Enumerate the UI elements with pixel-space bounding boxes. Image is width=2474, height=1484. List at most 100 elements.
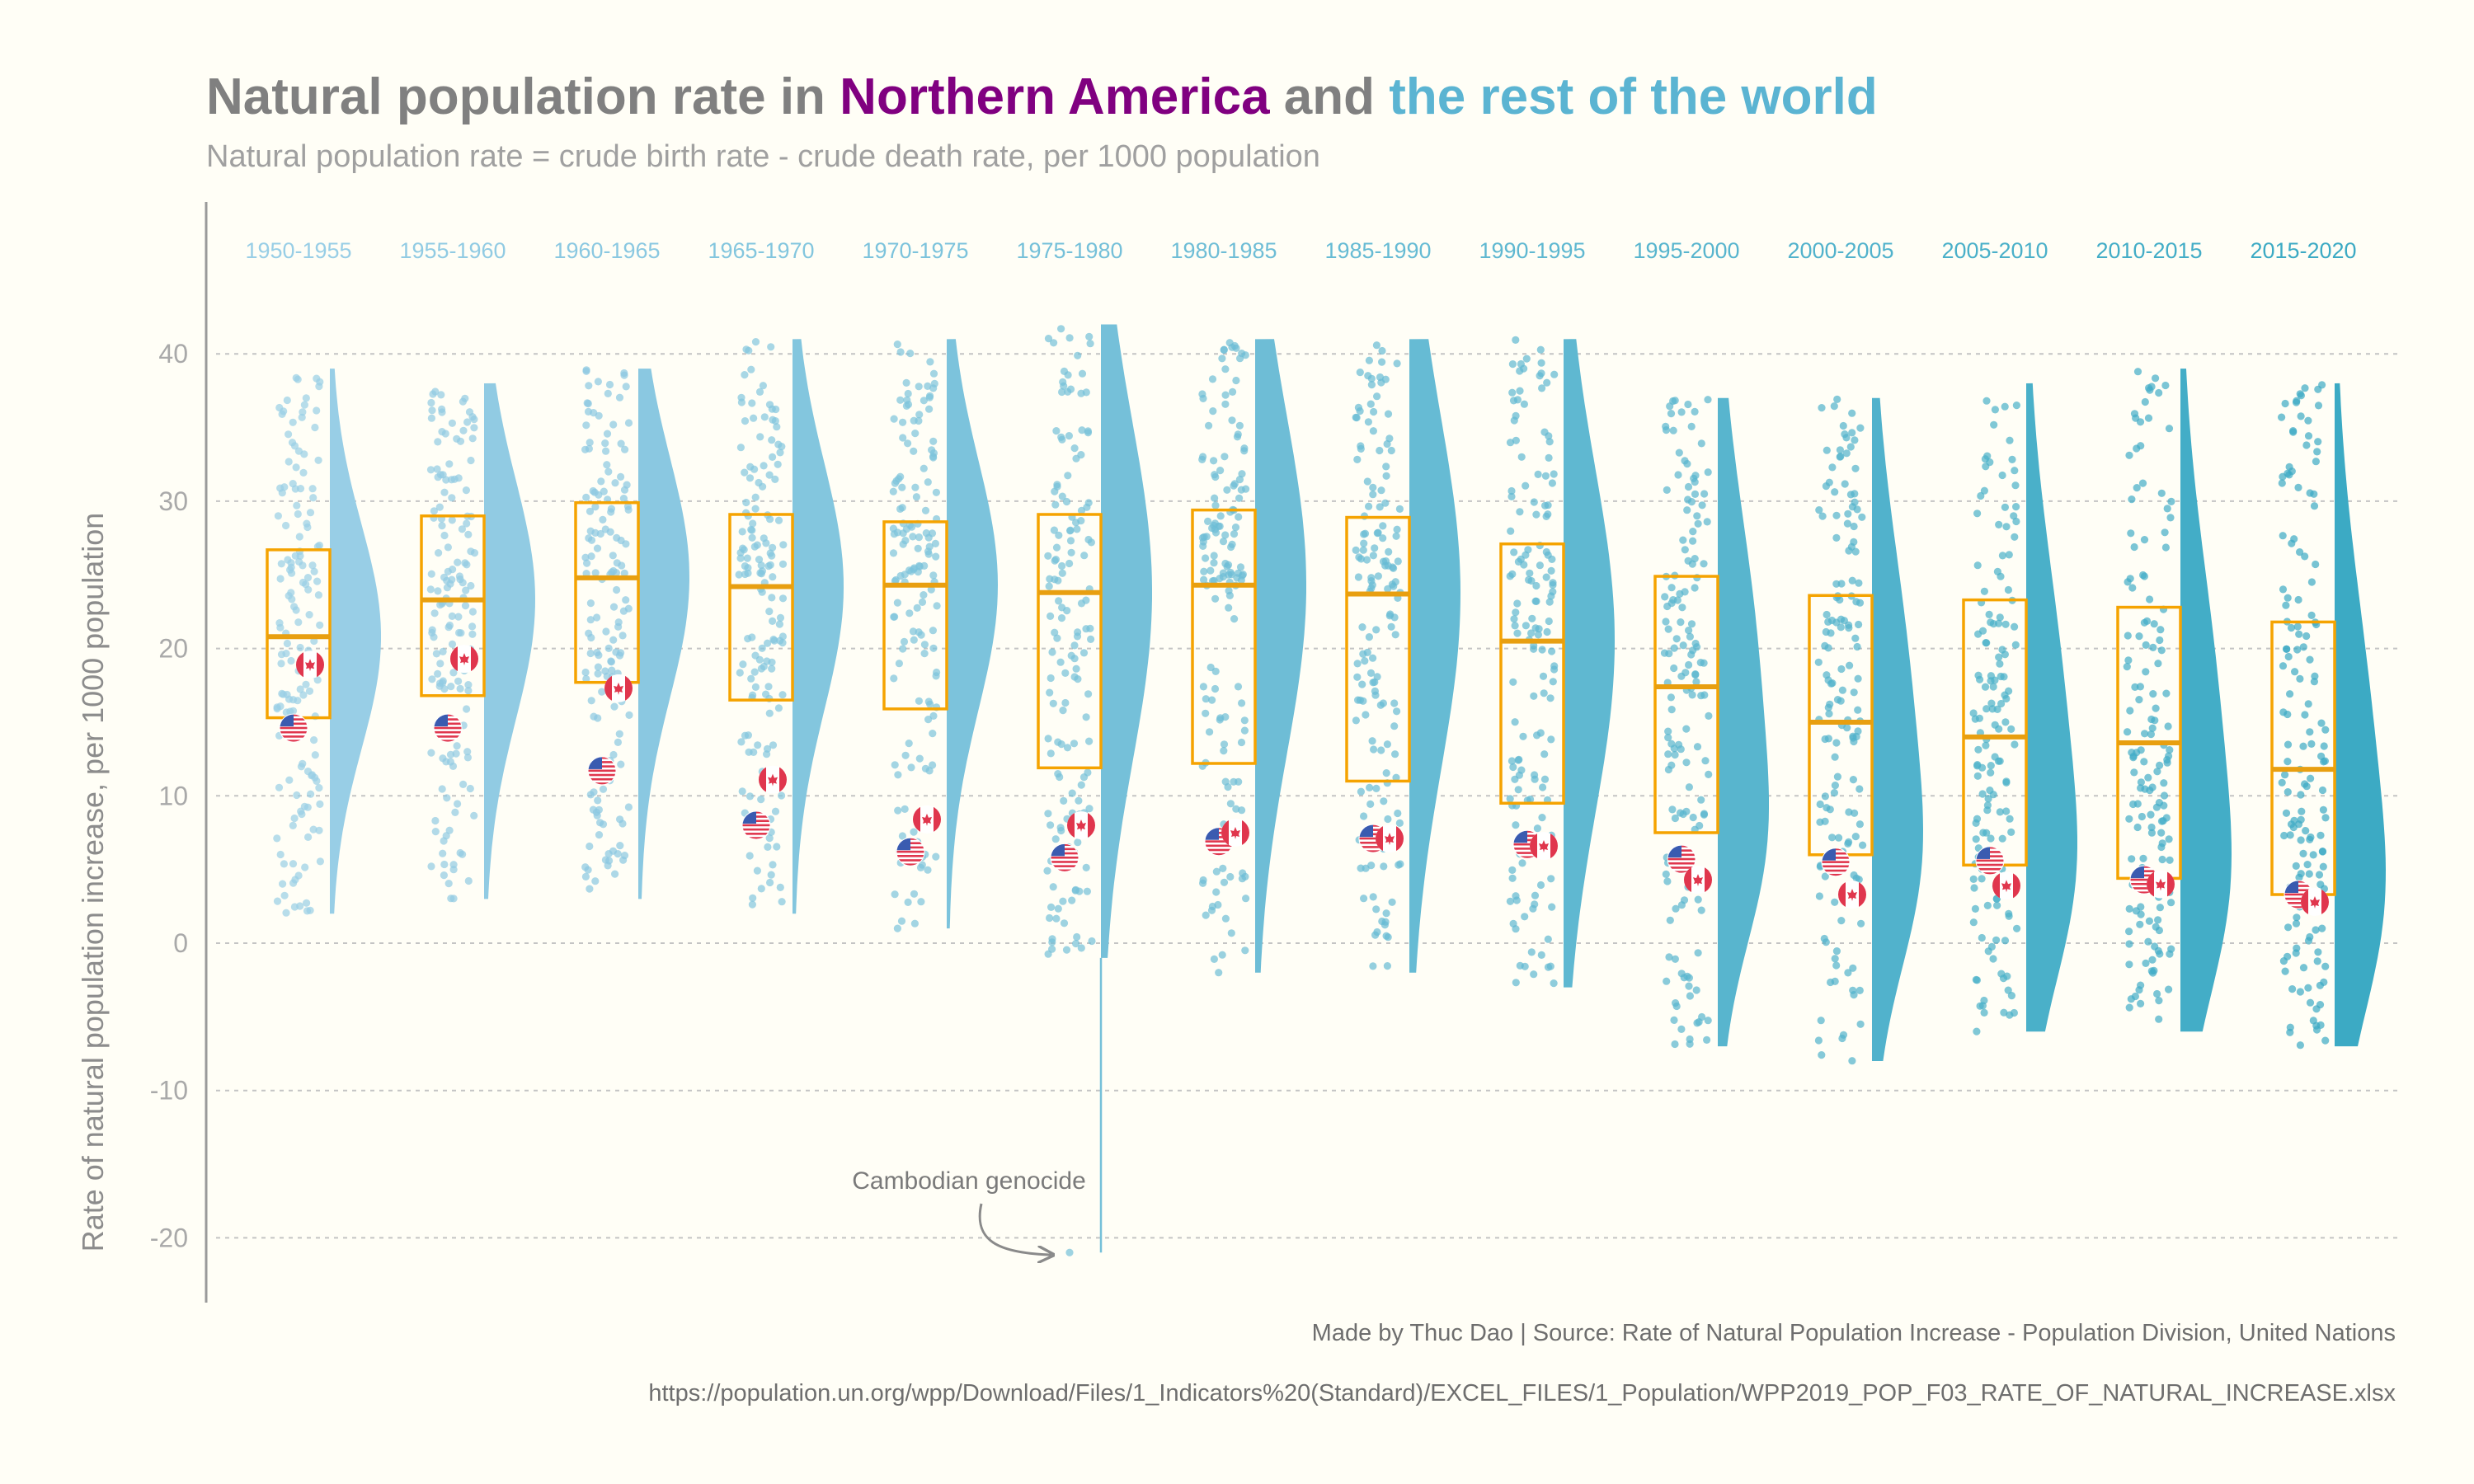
data-point [1056, 658, 1065, 666]
data-point [1824, 735, 1832, 743]
data-point [915, 383, 923, 391]
data-point [586, 527, 595, 535]
data-point [1976, 1002, 1984, 1010]
data-point [2281, 399, 2289, 408]
data-point [1381, 557, 1390, 566]
data-point [303, 574, 313, 582]
data-point [2142, 959, 2150, 967]
data-point [1855, 620, 1863, 629]
data-point [2307, 611, 2316, 620]
data-point [2312, 560, 2320, 569]
data-point [2312, 926, 2320, 934]
data-point [904, 439, 912, 448]
data-point [2127, 995, 2135, 1003]
data-point [2007, 725, 2015, 734]
violin [638, 369, 689, 899]
data-point [1682, 725, 1691, 733]
data-point [1837, 917, 1846, 925]
data-point [1211, 594, 1220, 603]
data-point [2146, 386, 2154, 394]
data-point [1072, 939, 1080, 948]
data-point [1206, 566, 1215, 575]
data-point [778, 560, 788, 568]
canada-flag-marker [450, 645, 478, 674]
data-point [1210, 955, 1218, 963]
category-label: 2015-2020 [2250, 238, 2356, 263]
data-point [1360, 539, 1368, 547]
data-point [313, 577, 322, 585]
violin [947, 339, 998, 929]
data-point [308, 561, 317, 570]
canada-flag-marker [913, 805, 941, 834]
data-point [1230, 480, 1239, 488]
data-point [466, 784, 474, 793]
data-point [604, 850, 613, 858]
data-point [581, 872, 590, 881]
data-point [1381, 499, 1390, 507]
data-point [1064, 472, 1072, 480]
data-point [1210, 457, 1218, 465]
data-point [293, 791, 301, 800]
data-point [1241, 351, 1249, 359]
data-point [896, 505, 905, 514]
data-point [1969, 709, 1978, 717]
data-point [765, 709, 774, 717]
data-point [2135, 696, 2143, 704]
data-point [2137, 778, 2145, 787]
data-point [2286, 1028, 2294, 1036]
data-point [1696, 659, 1705, 667]
data-point [766, 878, 774, 887]
data-point [1832, 580, 1841, 588]
usa-flag-marker [587, 756, 617, 786]
data-point [280, 891, 289, 899]
data-point [917, 631, 925, 639]
data-point [736, 669, 744, 677]
data-point [2006, 436, 2014, 444]
data-point [450, 475, 459, 483]
data-point [1083, 887, 1091, 895]
data-point [901, 537, 910, 545]
data-point [1232, 376, 1240, 385]
data-point [316, 857, 324, 866]
data-point [1239, 869, 1247, 877]
data-point [1703, 518, 1711, 526]
data-point [1973, 561, 1982, 570]
data-point [1844, 510, 1852, 518]
data-point [1220, 747, 1228, 755]
data-point [1211, 494, 1219, 502]
data-point [1548, 903, 1556, 911]
data-point [1851, 547, 1860, 556]
data-point [1384, 410, 1393, 418]
data-point [1969, 918, 1978, 927]
data-point [1677, 970, 1686, 978]
data-point [1367, 862, 1376, 870]
data-point [1972, 835, 1980, 843]
data-point [2156, 904, 2164, 912]
data-point [1512, 608, 1520, 617]
data-point [622, 383, 630, 391]
data-point [604, 389, 612, 397]
data-point [2293, 944, 2301, 952]
data-point [1973, 1027, 1981, 1036]
data-point [773, 843, 781, 851]
data-point [1704, 468, 1712, 477]
data-point [1360, 895, 1368, 903]
data-point [603, 430, 612, 438]
data-point [1996, 660, 2004, 668]
data-point [618, 632, 627, 640]
data-point [749, 691, 757, 699]
data-point [2290, 535, 2298, 543]
data-point [1846, 661, 1854, 669]
data-point [1359, 650, 1367, 658]
data-point [1211, 501, 1220, 510]
data-point [624, 419, 633, 427]
data-point [290, 442, 299, 450]
box [1037, 513, 1103, 770]
data-point [1079, 649, 1089, 657]
data-point [313, 777, 321, 786]
data-point [589, 486, 597, 495]
data-point [468, 413, 477, 421]
data-point [1982, 397, 1991, 405]
data-point [1198, 533, 1206, 542]
data-point [914, 544, 922, 552]
